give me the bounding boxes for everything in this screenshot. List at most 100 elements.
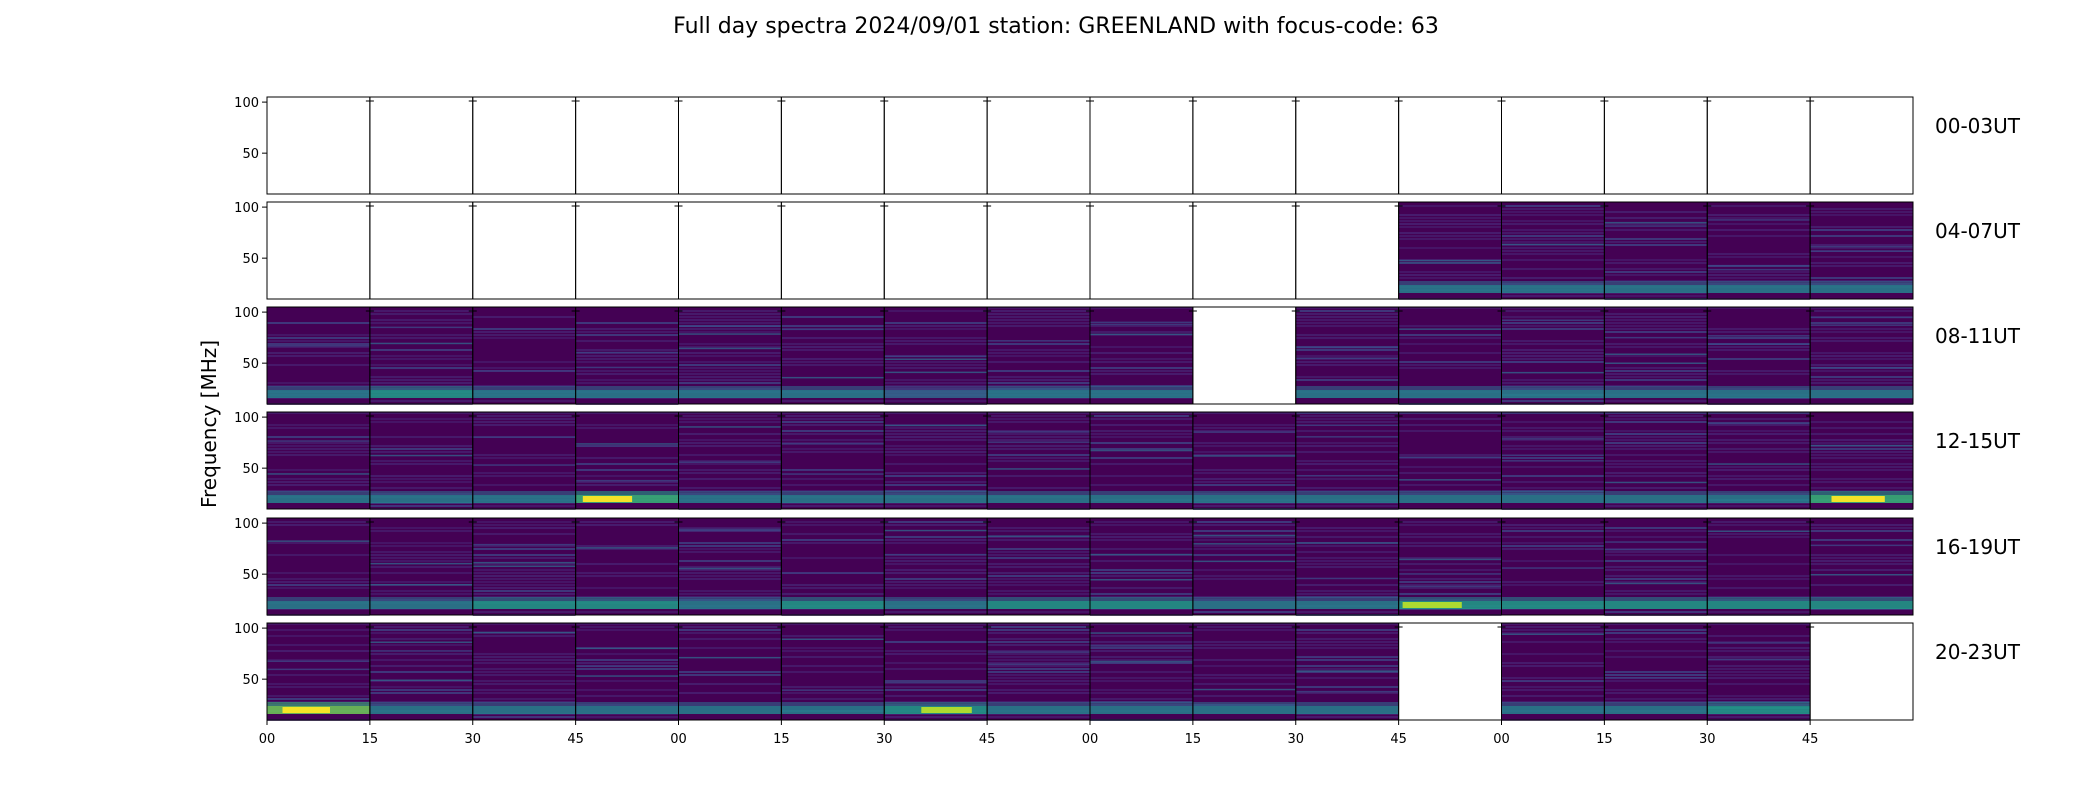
spectrum-panel [1295,412,1399,510]
x-tick-label: 45 [979,732,996,747]
spectrum-panel [1501,518,1605,615]
spectrum-panel [267,412,370,509]
spectrum-panel [1398,412,1502,509]
y-tick-label: 50 [242,568,259,583]
x-tick-label: 00 [1082,732,1099,747]
spectrum-panel [267,518,370,616]
x-tick-label: 15 [773,732,790,747]
x-tick-label: 45 [567,732,584,747]
y-tick-label: 50 [242,462,259,477]
spectrum-panel [369,412,473,510]
x-tick-label: 45 [1802,732,1819,747]
empty-panel [1192,202,1296,299]
row-time-label: 12-15UT [1935,429,2021,453]
empty-panel [267,97,370,194]
spectrum-panel [678,623,782,720]
spectrum-panel [781,307,885,404]
empty-panel [884,97,988,194]
spectrum-panel [575,307,679,405]
y-tick-label: 50 [242,673,259,688]
spectrum-panel [1707,518,1811,616]
spectrum-panel [781,412,885,509]
spectrum-panel [1501,623,1605,721]
spectrum-panel [369,307,473,405]
spectrum-panel [1707,202,1811,300]
spectrum-panel [1090,412,1193,509]
spectrum-panel [1604,518,1708,616]
empty-panel [781,202,885,299]
spectrum-panel [1295,623,1399,720]
spectrum-panel [1604,412,1708,510]
empty-panel [987,202,1090,299]
x-tick-label: 00 [1493,732,1510,747]
spectrum-panel [884,623,988,721]
spectrum-panel [1398,202,1502,300]
x-tick-label: 00 [259,732,276,747]
spectrum-panel [472,412,576,510]
y-tick-label: 100 [234,306,259,321]
row-time-label: 08-11UT [1935,324,2021,348]
x-tick-label: 15 [362,732,379,747]
empty-panel [1295,202,1399,299]
spectrum-panel [472,307,576,404]
empty-panel [1604,97,1708,194]
empty-panel [472,97,576,194]
spectrum-panel [987,623,1090,720]
row-time-label: 16-19UT [1935,535,2021,559]
spectrum-panel [575,412,679,509]
spectrum-panel [678,412,782,510]
spectrum-panel [1398,307,1502,405]
empty-panel [575,202,679,299]
x-tick-label: 45 [1390,732,1407,747]
empty-panel [678,202,782,299]
empty-panel [267,202,370,299]
empty-panel [369,202,473,299]
empty-panel [1398,97,1502,194]
spectrum-panel [1295,307,1399,404]
panel-frame [1809,517,1914,616]
spectrum-panel [987,412,1090,510]
y-tick-label: 100 [234,96,259,111]
spectrum-panel [267,623,370,721]
panel-frame [1809,201,1914,300]
x-tick-label: 00 [670,732,687,747]
spectrum-panel [1090,307,1193,404]
empty-panel [1810,97,1913,194]
empty-panel [1192,307,1296,404]
empty-panel [1192,97,1296,194]
panel-frame [1809,306,1914,405]
empty-panel [575,97,679,194]
spectrum-panel [678,307,782,404]
empty-panel [884,202,988,299]
x-tick-label: 30 [876,732,893,747]
spectrum-panel [1192,518,1296,615]
y-tick-label: 50 [242,357,259,372]
empty-panel [369,97,473,194]
spectrum-panel [369,623,473,720]
y-tick-label: 50 [242,252,259,267]
empty-panel [1707,97,1811,194]
spectrum-panel [472,518,576,616]
row-time-label: 20-23UT [1935,640,2021,664]
empty-panel [1090,202,1193,299]
spectrum-panel [1295,518,1399,616]
empty-panel [1398,623,1502,720]
panel-frame [1809,96,1914,195]
spectrum-panel [1810,412,1913,510]
spectrum-panel [1501,307,1605,405]
spectrum-panel [1810,307,1913,405]
empty-panel [1501,97,1605,194]
empty-panel [1295,97,1399,194]
spectrum-panel [678,518,782,615]
spectrum-panel [1707,307,1811,405]
panel-frame [1809,622,1914,721]
y-tick-label: 100 [234,201,259,216]
spectrum-panel [781,518,885,616]
x-tick-label: 15 [1185,732,1202,747]
y-tick-label: 100 [234,411,259,426]
spectrum-panel [1192,623,1296,721]
x-tick-label: 30 [464,732,481,747]
spectrum-panel [781,623,885,720]
spectrum-panel [472,623,576,720]
